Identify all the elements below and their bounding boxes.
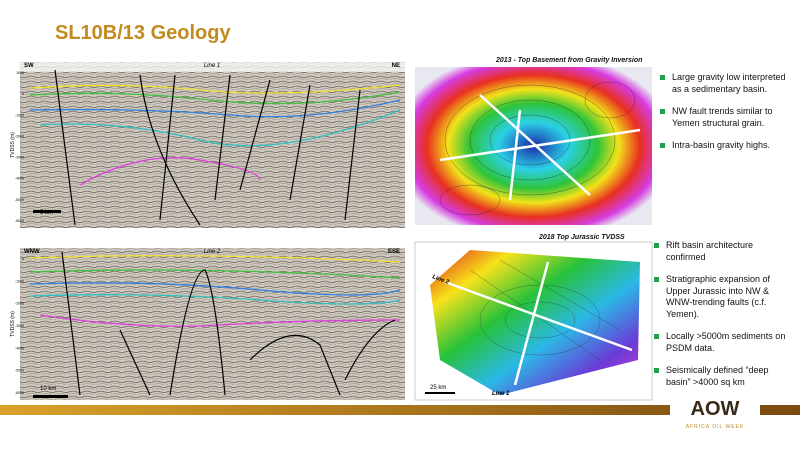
depth-label: -6000 (15, 391, 24, 395)
depth-label: -3000 (15, 324, 24, 328)
depth-label: -5000 (15, 369, 24, 373)
depth-label: -5000 (15, 198, 24, 202)
bullet: Seismically defined “deep basin” >4000 s… (654, 365, 792, 388)
slide-title: SL10B/13 Geology (55, 22, 231, 44)
bullet: Rift basin architecture confirmed (654, 240, 792, 263)
section-end-label: SW (24, 63, 34, 69)
bullet-list: Rift basin architecture confirmed Strati… (654, 240, 792, 399)
depth-label: -1000 (15, 113, 24, 117)
bullet: Stratigraphic expansion of Upper Jurassi… (654, 274, 792, 320)
depth-label: -3000 (15, 156, 24, 160)
section-end-label: ESE (388, 249, 400, 255)
depth-label: 0 (22, 92, 24, 96)
logo-mark: AOW (691, 398, 740, 420)
depth-label: -4000 (15, 346, 24, 350)
depth-label: -6000 (15, 219, 24, 223)
map-line-label: Line 1 (492, 391, 510, 397)
scale-label: 5 km (40, 210, 53, 216)
depth-label: -2000 (15, 134, 24, 138)
axis-label: TVDSS (m) (10, 132, 16, 158)
scale-label: 25 km (430, 385, 446, 391)
bullet: Locally >5000m sediments on PSDM data. (654, 331, 792, 354)
map-line-label: Line 2 (431, 274, 450, 286)
depth-label: -2000 (15, 302, 24, 306)
bullet: NW fault trends similar to Yemen structu… (660, 106, 792, 129)
section-end-label: NE (392, 63, 400, 69)
axis-label: TVDSS (m) (10, 311, 16, 337)
depth-label: 0 (22, 257, 24, 261)
section-title: Line 1 (204, 63, 220, 69)
bullet-list: Large gravity low interpreted as a sedim… (660, 72, 792, 163)
depth-label: -4000 (15, 177, 24, 181)
bullet: Large gravity low interpreted as a sedim… (660, 72, 792, 95)
depth-label: 1000 (16, 71, 24, 75)
logo-text: AFRICA OIL WEEK (686, 424, 744, 430)
map-title: 2018 Top Jurassic TVDSS (539, 234, 625, 241)
section-title: Line 2 (204, 249, 221, 255)
map-title: 2013 - Top Basement from Gravity Inversi… (496, 57, 643, 64)
scale-label: 10 km (40, 386, 56, 392)
bullet: Intra-basin gravity highs. (660, 140, 792, 152)
section-end-label: WNW (24, 249, 40, 255)
depth-label: -1000 (15, 279, 24, 283)
